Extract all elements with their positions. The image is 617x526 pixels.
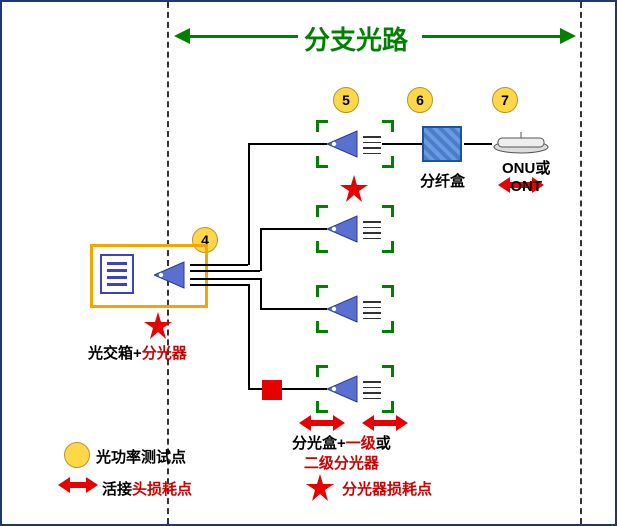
diagram-title: 分支光路 <box>304 20 408 57</box>
title-arrow-right-icon <box>560 28 576 44</box>
exchange-doc-icon <box>100 254 134 294</box>
splitter-loss-star-icon <box>144 312 172 340</box>
connector-loss-arrow-icon <box>362 418 408 428</box>
legend-testpoint-label: 光功率测试点 <box>96 446 186 467</box>
ont-icon <box>492 132 550 154</box>
exchange-label-part1: 光交箱+ <box>88 345 142 362</box>
testpoint-5: 5 <box>333 87 359 113</box>
wire <box>190 278 260 280</box>
wire <box>190 264 248 266</box>
legend-circle-icon <box>64 442 90 468</box>
branch-splitter-3-icon <box>327 294 363 324</box>
wire <box>190 270 260 272</box>
ont-label-line2: ONT <box>510 178 542 195</box>
legend-connector-t2: 头损耗点 <box>132 481 192 498</box>
main-splitter-icon <box>154 260 190 290</box>
branch-splitter-2-icon <box>327 214 363 244</box>
branch-splitter-1-icon <box>327 129 363 159</box>
legend-testpoint-t1: 光功率 <box>96 449 141 466</box>
exchange-label: 光交箱+分光器 <box>88 342 187 363</box>
wire <box>190 284 248 286</box>
diagram-canvas: 分支光路 4 5 6 7 <box>0 0 617 526</box>
title-line-left <box>188 35 298 38</box>
testpoint-5-label: 5 <box>342 92 350 108</box>
legend-star-icon <box>306 474 334 502</box>
legend-arrow-icon <box>58 480 98 490</box>
legend-splitter-t2: 损耗点 <box>387 481 432 498</box>
ont-label: ONU或 ONT <box>502 160 550 196</box>
wire <box>382 143 422 145</box>
legend-testpoint-t2: 测试点 <box>141 449 186 466</box>
legend-splitter-t1: 分光器 <box>342 481 387 498</box>
fiberboard-icon <box>422 126 462 162</box>
branch-label-1b: 一级 <box>346 435 376 452</box>
splitter-loss-star-icon <box>340 175 368 203</box>
branch-label-2a: 二级 <box>304 455 334 472</box>
red-square-icon <box>262 380 282 400</box>
fiberboard-label: 分纤盒 <box>420 170 465 191</box>
branch-label-2b: 分光器 <box>334 455 379 472</box>
branch-label-1a: 分光盒+ <box>292 435 346 452</box>
branch-label: 分光盒+一级或 二级分光器 <box>292 434 391 473</box>
title-line-right <box>422 35 562 38</box>
legend-connector-t1: 活接 <box>102 481 132 498</box>
connector-loss-arrow-icon <box>299 418 345 428</box>
legend-connector-label: 活接头损耗点 <box>102 478 192 499</box>
boundary-right <box>580 2 582 524</box>
legend-splitter-label: 分光器损耗点 <box>342 478 432 499</box>
wire <box>260 228 262 271</box>
testpoint-7-label: 7 <box>501 92 509 108</box>
wire <box>260 278 262 309</box>
testpoint-6-label: 6 <box>416 92 424 108</box>
testpoint-7: 7 <box>492 87 518 113</box>
wire <box>464 143 492 145</box>
wire <box>248 143 250 265</box>
exchange-label-part2: 分光器 <box>142 345 187 362</box>
branch-label-1c: 或 <box>376 435 391 452</box>
ont-label-line1: ONU或 <box>502 160 550 177</box>
wire <box>248 284 250 389</box>
testpoint-6: 6 <box>407 87 433 113</box>
branch-splitter-4-icon <box>327 374 363 404</box>
